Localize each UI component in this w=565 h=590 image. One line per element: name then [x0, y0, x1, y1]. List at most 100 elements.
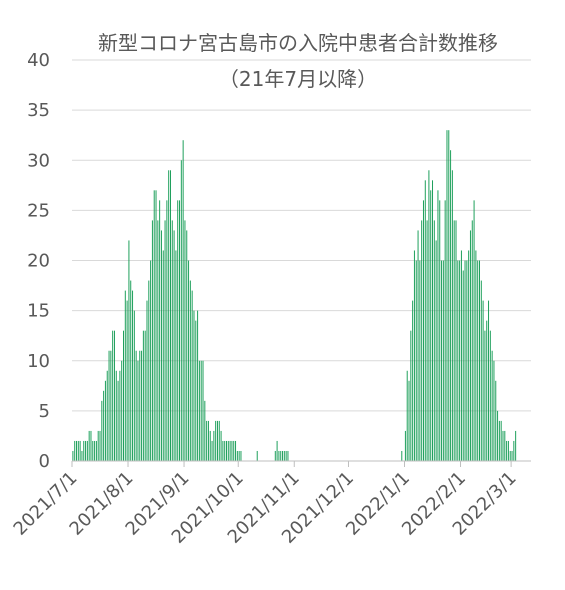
bar: [113, 330, 115, 461]
bar: [421, 220, 423, 461]
y-tick-label: 35: [27, 100, 50, 121]
bar: [433, 220, 435, 461]
bar: [442, 260, 444, 461]
bar: [220, 430, 222, 461]
bar: [486, 320, 488, 461]
bar: [504, 430, 506, 461]
x-axis-ticks: 2021/7/12021/8/12021/9/12021/10/12021/11…: [10, 461, 521, 548]
bar: [235, 440, 237, 461]
bar: [215, 420, 217, 461]
y-tick-label: 0: [39, 451, 50, 472]
bar: [256, 450, 258, 461]
bar: [108, 350, 110, 461]
bar: [137, 360, 139, 461]
y-tick-label: 15: [27, 301, 50, 322]
bar: [110, 350, 112, 461]
bar: [180, 160, 182, 461]
bar: [441, 260, 443, 461]
bar: [151, 220, 153, 461]
bar: [179, 200, 181, 461]
bar: [450, 150, 452, 461]
bar: [477, 260, 479, 461]
bar: [115, 370, 117, 461]
bar: [480, 280, 482, 461]
bar: [484, 330, 486, 461]
bar: [112, 330, 114, 461]
bar: [413, 250, 415, 461]
y-tick-label: 10: [27, 351, 50, 372]
y-tick-label: 30: [27, 150, 50, 171]
bar: [159, 200, 161, 461]
bar: [85, 440, 87, 461]
bar: [104, 380, 106, 461]
bar: [419, 260, 421, 461]
bar: [135, 350, 137, 461]
bar: [175, 250, 177, 461]
bar: [193, 310, 195, 462]
bar: [144, 330, 146, 461]
bar: [200, 360, 202, 461]
bar: [198, 360, 200, 461]
bar: [119, 370, 121, 461]
bar: [432, 180, 434, 462]
bar: [495, 380, 497, 461]
bar: [468, 250, 470, 461]
y-axis-ticks: 0 5 10 15 20 25 30 35 40: [27, 50, 50, 472]
bar: [169, 170, 171, 461]
bar: [509, 450, 511, 461]
bar: [81, 450, 83, 461]
bar: [72, 450, 74, 461]
bar: [506, 440, 508, 461]
bar: [206, 420, 208, 461]
bar: [482, 300, 484, 461]
bar: [224, 440, 226, 461]
bar: [231, 440, 233, 461]
bar: [469, 230, 471, 461]
bar: [191, 290, 193, 461]
bar: [507, 440, 509, 461]
bar: [428, 170, 430, 461]
bar: [162, 250, 164, 461]
bar: [189, 280, 191, 461]
bar: [150, 260, 152, 461]
bar: [439, 200, 441, 461]
y-tick-label: 25: [27, 200, 50, 221]
bar: [417, 230, 419, 461]
bar: [488, 300, 490, 461]
bar: [238, 450, 240, 461]
bar: [213, 430, 215, 461]
bar: [103, 390, 105, 461]
bar: [121, 360, 123, 461]
bar: [466, 260, 468, 461]
bar: [453, 220, 455, 461]
bar: [101, 400, 103, 461]
bar: [155, 190, 157, 461]
bar: [197, 310, 199, 462]
bar: [117, 380, 119, 461]
bar: [177, 200, 179, 461]
chart-title: 新型コロナ宮古島市の入院中患者合計数推移: [98, 31, 498, 55]
bar: [186, 230, 188, 461]
bar: [209, 430, 211, 461]
bar: [513, 440, 515, 461]
bar: [408, 380, 410, 461]
bar: [455, 220, 457, 461]
bar: [460, 250, 462, 461]
bar: [139, 350, 141, 461]
bar: [497, 410, 499, 462]
bar: [226, 440, 228, 461]
bar: [216, 420, 218, 461]
bar: [464, 260, 466, 461]
chart-subtitle: （21年7月以降）: [219, 67, 377, 91]
bar: [511, 450, 513, 461]
bar: [426, 220, 428, 461]
bar: [276, 440, 278, 461]
bar: [173, 230, 175, 461]
bar: [236, 450, 238, 461]
bar: [285, 450, 287, 461]
bar: [94, 440, 96, 461]
bar: [142, 330, 144, 461]
bar: [128, 240, 130, 461]
bar: [498, 420, 500, 461]
bar: [415, 260, 417, 461]
